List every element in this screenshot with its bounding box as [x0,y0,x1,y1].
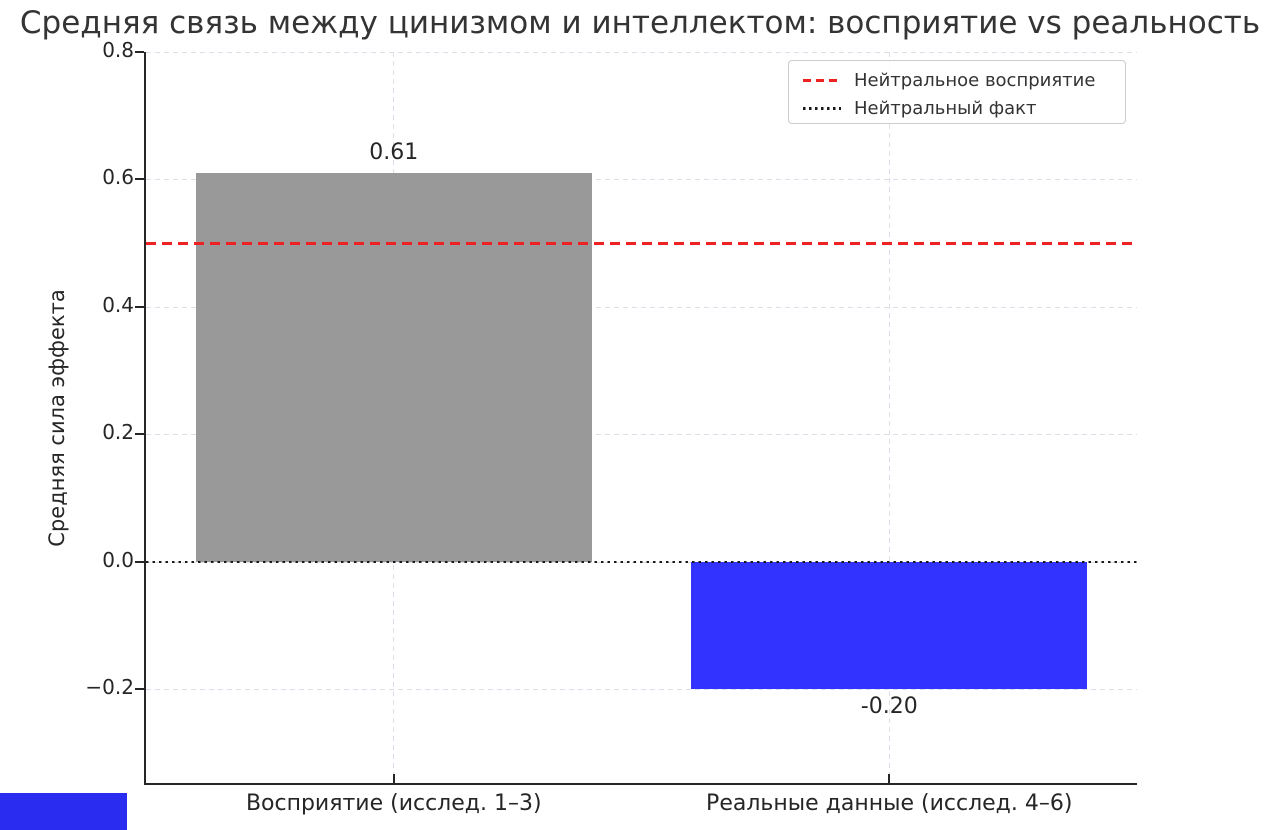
reality-bar [691,561,1088,690]
horizontal-gridline [146,689,1137,691]
blue-ui-fragment [0,793,127,830]
x-tick-mark [888,774,891,783]
horizontal-gridline [146,179,1137,181]
y-tick-label: 0.6 [102,165,134,190]
red-dashed-line-swatch [803,79,841,82]
y-axis-spine [144,52,146,785]
y-tick-mark [135,178,144,181]
legend-item-neutral-perception: Нейтральное восприятие [803,69,1113,92]
y-tick-mark [135,560,144,563]
y-tick-label: 0.8 [102,38,134,62]
perception-bar [195,173,592,562]
horizontal-gridline [146,306,1137,308]
black-dotted-line-swatch [803,107,841,110]
vertical-gridline [888,52,890,785]
legend: Нейтральное восприятие Нейтральный факт [788,60,1126,124]
neutral-fact-refline [146,560,1137,564]
bar-value-label: 0.61 [369,140,419,166]
y-tick-mark [135,688,144,691]
y-tick-mark [135,51,144,53]
chart-title: Средняя связь между цинизмом и интеллект… [19,5,1261,41]
legend-item-neutral-fact: Нейтральный факт [803,97,1113,120]
y-tick-label: 0.0 [102,547,134,572]
x-tick-label: Восприятие (исслед. 1–3) [245,791,542,816]
x-tick-label: Реальные данные (исслед. 4–6) [706,791,1073,816]
y-axis-label: Средняя сила эффекта [45,289,69,547]
horizontal-gridline [146,52,1137,53]
neutral-perception-refline [146,242,1137,245]
legend-label: Нейтральное восприятие [854,70,1096,91]
y-tick-mark [135,305,144,308]
legend-label: Нейтральный факт [854,98,1037,119]
x-axis-spine [144,783,1137,785]
y-tick-label: 0.4 [102,292,134,317]
y-tick-mark [135,433,144,436]
plot-area: 0.61 -0.20 [146,52,1137,785]
y-tick-label: 0.2 [102,420,134,445]
y-tick-label: −0.2 [85,675,134,700]
horizontal-gridline [146,434,1137,436]
x-tick-mark [392,774,395,783]
bar-value-label: -0.20 [860,694,918,720]
